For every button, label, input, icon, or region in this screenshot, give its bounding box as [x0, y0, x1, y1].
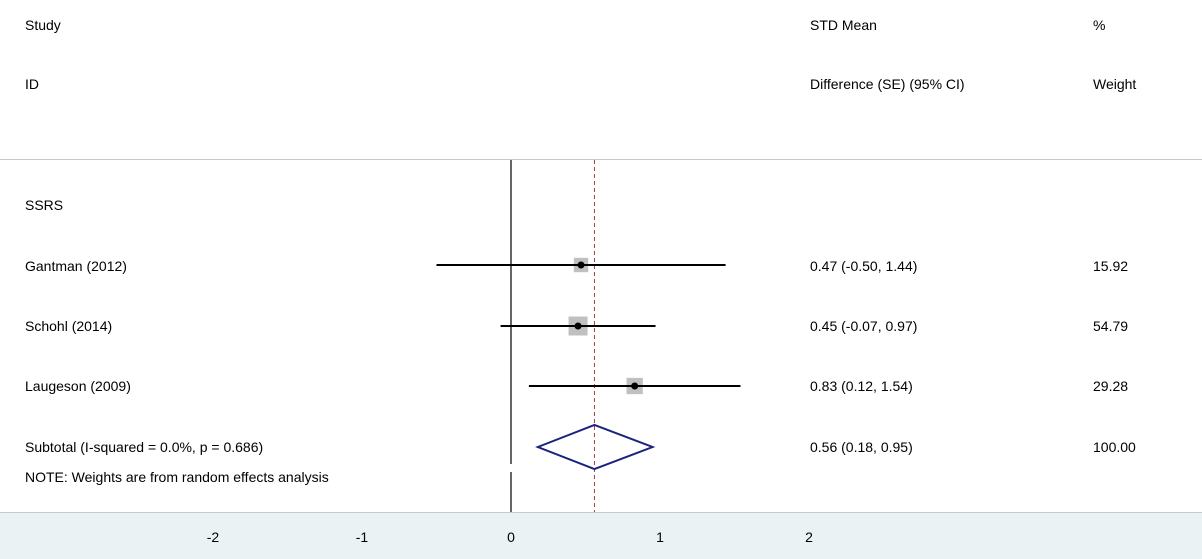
group-label: SSRS	[25, 197, 64, 213]
subtotal-weight-text: 100.00	[1093, 439, 1136, 455]
effect-header-line2: Difference (SE) (95% CI)	[810, 76, 965, 92]
x-tick-label: 0	[507, 529, 515, 545]
point-estimate	[574, 322, 582, 330]
subtotal-label: Subtotal (I-squared = 0.0%, p = 0.686)	[25, 439, 264, 455]
x-tick-label: 2	[805, 529, 813, 545]
x-axis-band	[0, 512, 1202, 559]
study-weight-text: 29.28	[1093, 378, 1129, 394]
header-divider	[0, 159, 1202, 160]
study-header: Study	[25, 17, 61, 33]
x-tick-label: -1	[355, 529, 369, 545]
id-header: ID	[25, 76, 39, 92]
subtotal-diamond	[535, 423, 656, 471]
weight-header-line2: Weight	[1093, 76, 1137, 92]
x-tick-label: -2	[206, 529, 220, 545]
effect-header-line1: STD Mean	[810, 17, 877, 33]
study-effect-text: 0.83 (0.12, 1.54)	[810, 378, 913, 394]
study-label: Laugeson (2009)	[25, 378, 131, 394]
point-estimate	[577, 261, 585, 269]
study-weight-text: 54.79	[1093, 318, 1129, 334]
study-label: Gantman (2012)	[25, 258, 127, 274]
weight-header-line1: %	[1093, 17, 1106, 33]
study-effect-text: 0.45 (-0.07, 0.97)	[810, 318, 918, 334]
point-estimate	[631, 382, 639, 390]
subtotal-effect-text: 0.56 (0.18, 0.95)	[810, 439, 913, 455]
study-label: Schohl (2014)	[25, 318, 113, 334]
study-weight-text: 15.92	[1093, 258, 1129, 274]
weights-note: NOTE: Weights are from random effects an…	[25, 469, 329, 485]
study-effect-text: 0.47 (-0.50, 1.44)	[810, 258, 918, 274]
x-tick-label: 1	[656, 529, 664, 545]
